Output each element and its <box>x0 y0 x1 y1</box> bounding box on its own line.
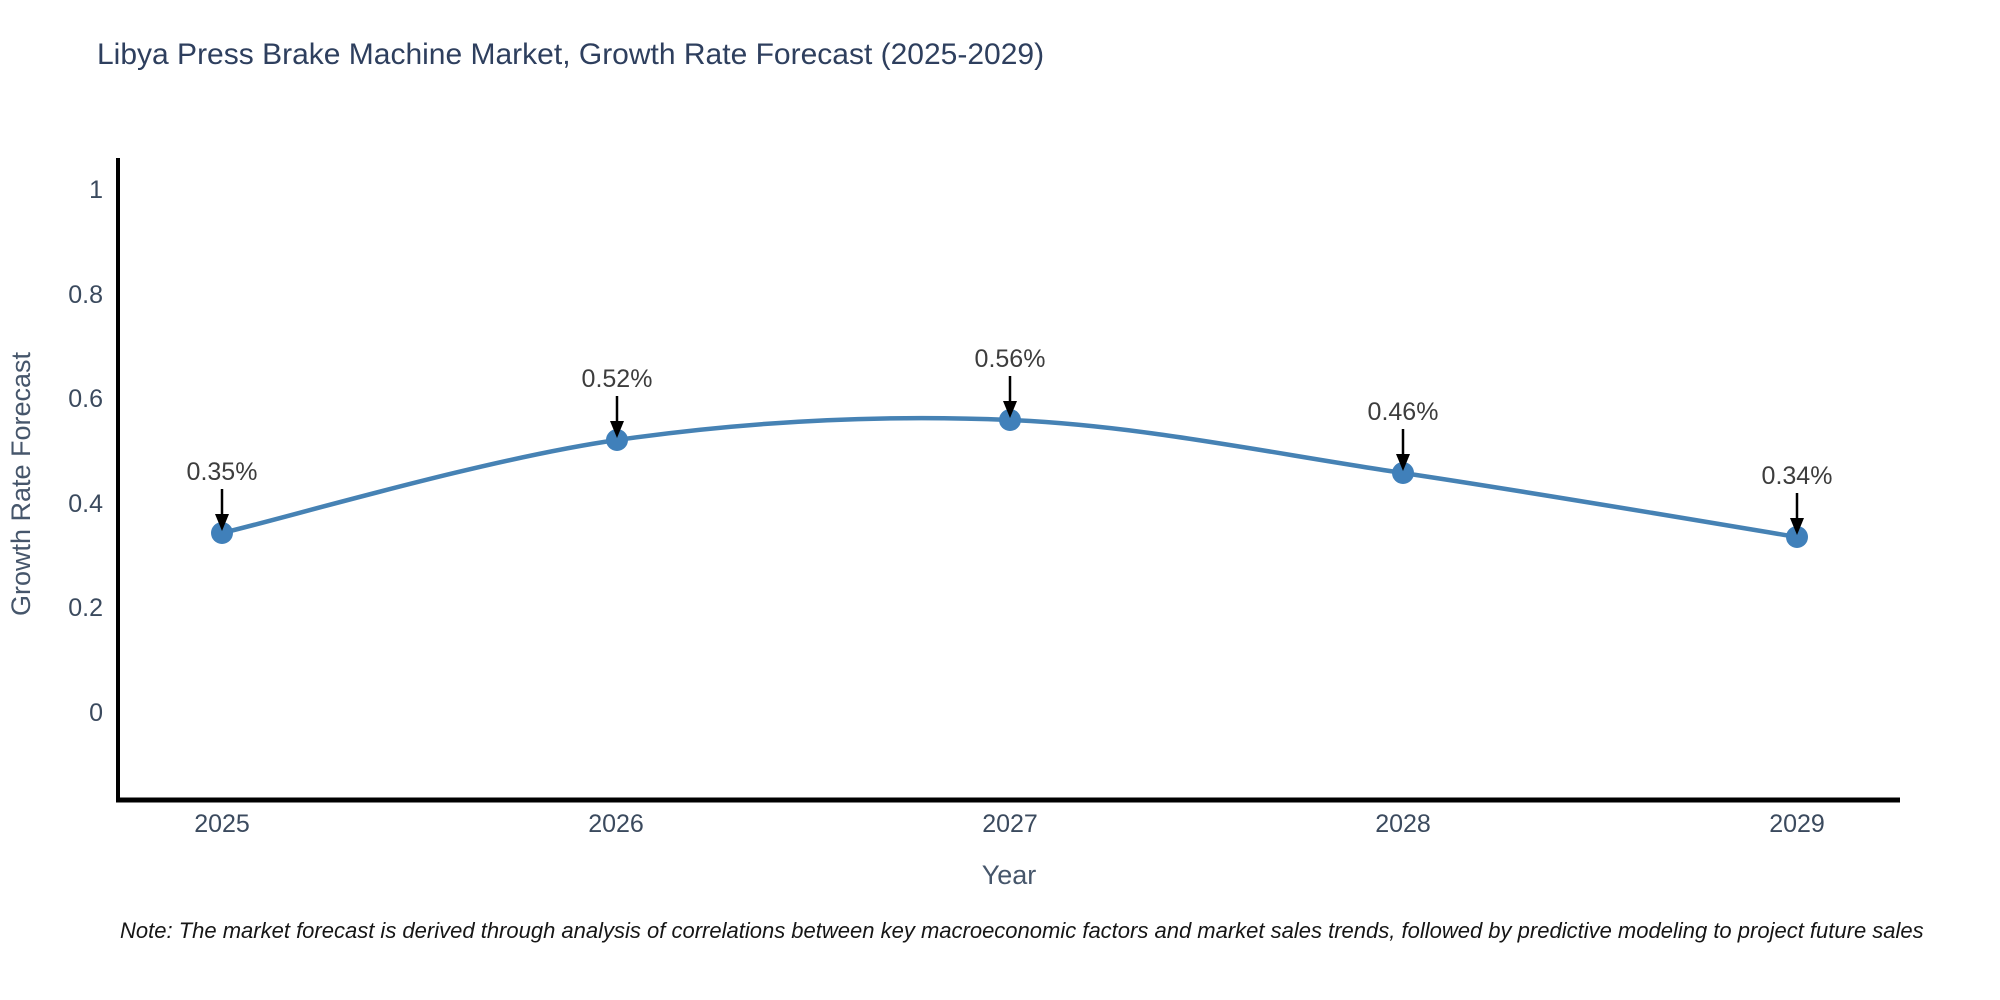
x-tick-2029: 2029 <box>1769 810 1825 838</box>
x-axis-title: Year <box>982 860 1037 890</box>
y-tick-1: 1 <box>89 176 103 204</box>
annotation-arrow-2027 <box>1003 376 1017 418</box>
y-tick-0-8: 0.8 <box>68 281 103 309</box>
x-tick-2026: 2026 <box>588 810 644 838</box>
annotation-arrow-2028 <box>1396 429 1410 471</box>
point-label-2025: 0.35% <box>187 458 258 486</box>
data-point-2028 <box>1392 462 1414 484</box>
forecast-line <box>219 415 1800 540</box>
data-point-2027 <box>999 409 1021 431</box>
annotation-arrow-2025 <box>215 489 229 531</box>
y-tick-0-2: 0.2 <box>68 594 103 622</box>
annotation-arrow-2029 <box>1790 493 1804 535</box>
point-label-2026: 0.52% <box>582 365 653 393</box>
data-point-2026 <box>606 429 628 451</box>
y-tick-0-6: 0.6 <box>68 385 103 413</box>
y-tick-0: 0 <box>89 699 103 727</box>
footnote: Note: The market forecast is derived thr… <box>120 918 1924 943</box>
x-tick-2025: 2025 <box>194 810 250 838</box>
x-tick-2028: 2028 <box>1375 810 1431 838</box>
data-point-2029 <box>1786 526 1808 548</box>
annotation-arrow-2026 <box>610 396 624 438</box>
point-label-2028: 0.46% <box>1368 398 1439 426</box>
y-axis-title: Growth Rate Forecast <box>6 351 36 616</box>
data-point-2025 <box>211 522 233 544</box>
y-tick-0-4: 0.4 <box>68 490 103 518</box>
x-tick-2027: 2027 <box>982 810 1038 838</box>
chart-title: Libya Press Brake Machine Market, Growth… <box>97 38 1045 71</box>
point-label-2029: 0.34% <box>1762 462 1833 490</box>
point-label-2027: 0.56% <box>975 345 1046 373</box>
